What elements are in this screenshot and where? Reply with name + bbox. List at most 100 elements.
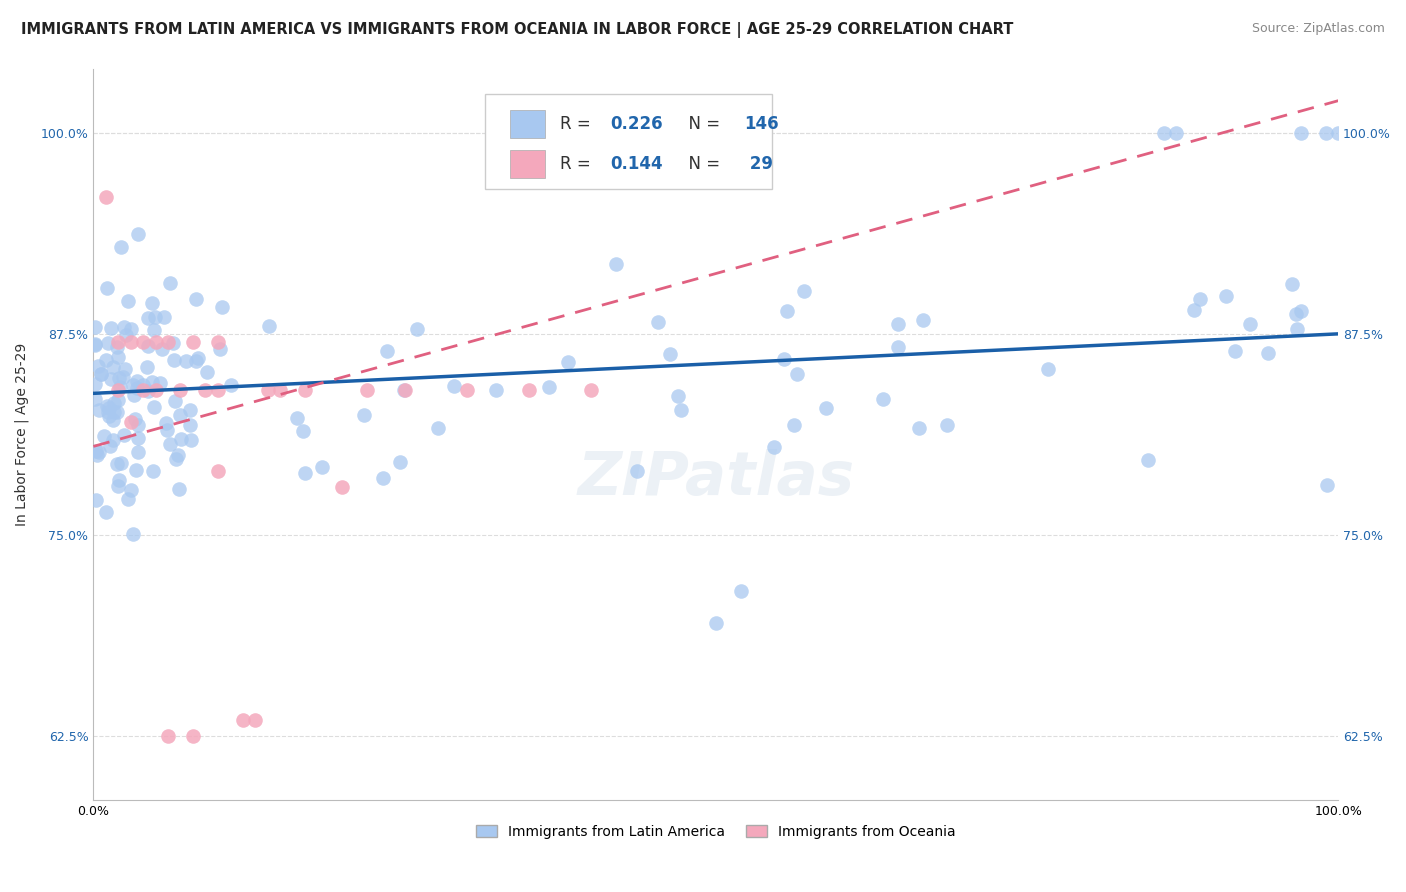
Point bbox=[388, 455, 411, 469]
FancyBboxPatch shape bbox=[485, 95, 772, 189]
Point bbox=[84, 336, 107, 351]
Point bbox=[127, 417, 149, 432]
Point bbox=[103, 405, 125, 419]
Point bbox=[1315, 126, 1337, 140]
Point bbox=[911, 312, 934, 326]
Point bbox=[581, 383, 603, 397]
Point bbox=[373, 471, 395, 485]
Point bbox=[169, 409, 191, 423]
Point bbox=[84, 392, 107, 406]
Point bbox=[1281, 277, 1303, 292]
Point bbox=[132, 334, 155, 349]
Point bbox=[120, 415, 142, 429]
Point bbox=[96, 405, 118, 419]
Point bbox=[159, 437, 181, 451]
Point bbox=[405, 321, 427, 335]
Point bbox=[1153, 126, 1175, 140]
Point bbox=[136, 359, 159, 374]
Point bbox=[872, 392, 894, 407]
Point bbox=[908, 421, 931, 435]
Point bbox=[125, 374, 148, 388]
Text: R =: R = bbox=[560, 155, 596, 173]
Text: 146: 146 bbox=[744, 115, 779, 133]
Point bbox=[153, 310, 176, 325]
Point bbox=[145, 334, 167, 349]
Legend: Immigrants from Latin America, Immigrants from Oceania: Immigrants from Latin America, Immigrant… bbox=[471, 820, 962, 845]
Point bbox=[120, 321, 142, 335]
Point bbox=[163, 352, 186, 367]
Point bbox=[150, 342, 173, 356]
Point bbox=[163, 393, 186, 408]
Point bbox=[124, 412, 146, 426]
Point bbox=[179, 403, 201, 417]
Y-axis label: In Labor Force | Age 25-29: In Labor Force | Age 25-29 bbox=[15, 343, 30, 526]
Point bbox=[1225, 343, 1247, 358]
Point bbox=[704, 616, 727, 631]
Point bbox=[1327, 126, 1350, 140]
Point bbox=[775, 304, 797, 318]
Point bbox=[145, 383, 167, 397]
Point bbox=[101, 434, 124, 448]
Point bbox=[257, 319, 280, 334]
Point bbox=[647, 315, 669, 329]
Text: R =: R = bbox=[560, 115, 596, 133]
Point bbox=[1239, 317, 1261, 331]
Point bbox=[84, 493, 107, 508]
Point bbox=[110, 456, 132, 470]
Point bbox=[184, 354, 207, 368]
Point bbox=[935, 417, 957, 432]
Point bbox=[96, 281, 118, 295]
Point bbox=[120, 334, 142, 349]
Point bbox=[666, 389, 689, 403]
Point bbox=[131, 378, 153, 392]
Point bbox=[1215, 288, 1237, 302]
Point bbox=[1137, 453, 1160, 467]
Point bbox=[356, 383, 378, 397]
Point bbox=[90, 367, 112, 381]
Point bbox=[786, 368, 808, 382]
Point bbox=[887, 318, 910, 332]
Point bbox=[269, 383, 291, 397]
Point bbox=[557, 354, 579, 368]
Point bbox=[136, 384, 159, 399]
Point bbox=[793, 285, 815, 299]
Point bbox=[84, 377, 107, 392]
Point bbox=[157, 729, 180, 743]
Point bbox=[87, 359, 110, 374]
Point bbox=[132, 383, 155, 397]
Point bbox=[110, 240, 132, 254]
Text: Source: ZipAtlas.com: Source: ZipAtlas.com bbox=[1251, 22, 1385, 36]
Point bbox=[1289, 126, 1312, 140]
Point bbox=[93, 429, 115, 443]
Point bbox=[117, 492, 139, 507]
Point bbox=[97, 336, 120, 351]
Point bbox=[232, 713, 254, 727]
Point bbox=[219, 378, 242, 392]
Point bbox=[626, 464, 648, 478]
Point bbox=[814, 401, 837, 415]
Point bbox=[165, 451, 187, 466]
Point bbox=[181, 334, 204, 349]
Point bbox=[180, 433, 202, 447]
Point bbox=[1285, 321, 1308, 335]
Point bbox=[194, 383, 217, 397]
Point bbox=[605, 257, 627, 271]
Point bbox=[773, 351, 796, 366]
FancyBboxPatch shape bbox=[510, 110, 546, 138]
Point bbox=[94, 353, 117, 368]
Point bbox=[159, 277, 181, 291]
Point bbox=[207, 383, 229, 397]
Text: 0.144: 0.144 bbox=[610, 155, 662, 173]
Point bbox=[330, 480, 353, 494]
Point bbox=[125, 381, 148, 395]
Point bbox=[127, 444, 149, 458]
Point bbox=[762, 440, 785, 454]
Point bbox=[187, 351, 209, 365]
Point bbox=[394, 383, 416, 397]
Point bbox=[108, 371, 131, 385]
Point bbox=[143, 310, 166, 325]
Point bbox=[136, 310, 159, 325]
Point bbox=[86, 448, 108, 462]
Point bbox=[517, 383, 540, 397]
Point bbox=[112, 320, 135, 334]
